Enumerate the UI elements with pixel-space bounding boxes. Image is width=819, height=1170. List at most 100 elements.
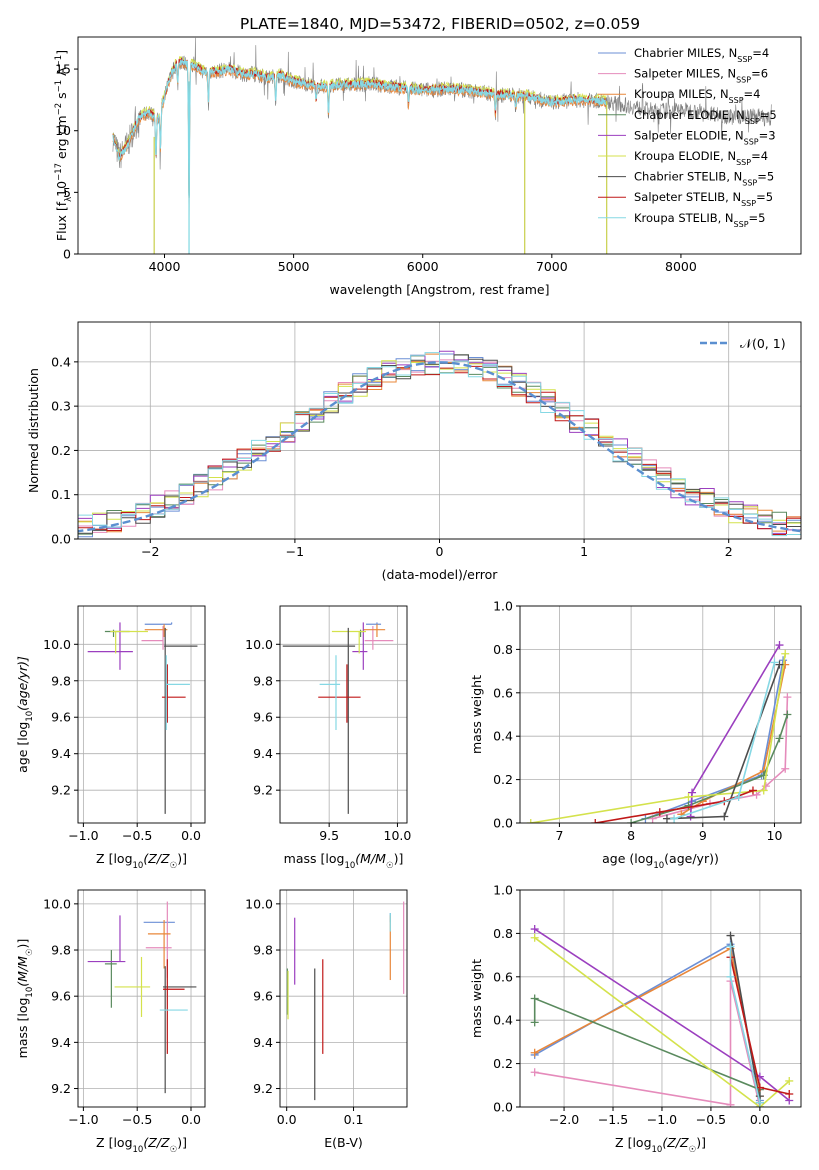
weight-marker-ke	[781, 649, 790, 658]
tick-label-y: 9.2	[51, 783, 71, 798]
tick-label-y: 5	[63, 185, 71, 200]
legend-label-se: Salpeter ELODIE, NSSP=3	[634, 128, 776, 146]
tick-label-x: 8	[627, 828, 635, 843]
legend-label-normal: 𝒩(0, 1)	[740, 336, 786, 351]
tick-label-x: 2	[725, 544, 733, 559]
x-axis-label: Z [log10(Z/Z☉)]	[615, 1135, 706, 1155]
weight-marker-cs	[775, 660, 784, 669]
weight-line-sm	[652, 697, 789, 820]
tick-label-y: 9.4	[51, 1035, 71, 1050]
axes-frame	[77, 36, 802, 255]
weight-marker-ks	[726, 942, 735, 951]
tick-label-y: 9.6	[51, 710, 71, 725]
x-axis-label: mass [log10(M/M☉)]	[284, 851, 404, 871]
tick-label-y: 9.4	[253, 1035, 273, 1050]
x-axis-label: Z [log10(Z/Z☉)]	[96, 1135, 187, 1155]
figure-title: PLATE=1840, MJD=53472, FIBERID=0502, z=0…	[240, 15, 640, 33]
tick-label-x: −1.0	[68, 828, 98, 843]
legend-label-sm: Salpeter MILES, NSSP=6	[634, 67, 768, 85]
tick-label-y: 0.4	[51, 354, 71, 369]
x-axis-label: (data-model)/error	[382, 567, 499, 582]
y-axis-label: mass weight	[469, 959, 484, 1038]
plot-area-age-vs-Z	[87, 622, 198, 814]
tick-label-y: 9.6	[253, 989, 273, 1004]
y-axis-label: age [log10(age/yr)]	[15, 656, 35, 773]
tick-label-y: 0.8	[493, 926, 513, 941]
plot-age-vs-mass: 9.5 10.0 9.2 9.4 9.6 9.8 10.0 mass [log10(M/M☉)…	[245, 605, 412, 871]
tick-label-y: 9.6	[253, 710, 273, 725]
tick-label-x: 0	[436, 544, 444, 559]
weight-marker-sm	[783, 693, 792, 702]
plot-area-spectrum	[112, 37, 772, 254]
tick-label-y: 0.6	[493, 685, 513, 700]
tick-label-x: 0.0	[277, 1112, 297, 1127]
axes-frame	[77, 889, 206, 1108]
plot-weight-vs-Z: −2.0 −1.5 −1.0 −0.5 0.0 0.0 0.2 0.4 0.6 0.8 1.0 Z […	[469, 883, 802, 1155]
plot-age-vs-Z: −1.0 −0.5 0.0 9.2 9.4 9.6 9.8 10.0 Z [log10(Z/Z☉…	[15, 605, 206, 871]
weight-marker-cs	[662, 814, 671, 823]
tick-label-y: 9.6	[51, 989, 71, 1004]
weight-marker-sm	[781, 764, 790, 773]
tick-label-y: 9.4	[51, 746, 71, 761]
weight-marker-sm	[726, 1100, 735, 1107]
plot-area-mass-vs-ebv	[286, 901, 405, 1101]
y-axis-label: mass [log10(M/M☉)]	[15, 939, 35, 1059]
tick-label-x: −0.5	[696, 1112, 726, 1127]
y-axis-label: Normed distribution	[26, 368, 41, 493]
axes-frame	[279, 889, 408, 1108]
tick-label-y: 10.0	[43, 896, 71, 911]
tick-label-y: 10.0	[245, 896, 273, 911]
tick-label-y: 0.0	[493, 1100, 513, 1115]
weight-marker-cs	[720, 812, 729, 821]
weight-line-sm	[534, 980, 761, 1107]
histogram-ks	[78, 352, 801, 538]
spectrum-model-ks	[112, 58, 607, 198]
weight-marker-ks	[670, 814, 679, 823]
tick-label-x: 0.0	[181, 1112, 201, 1127]
weight-marker-ce	[783, 710, 792, 719]
x-axis-label: Z [log10(Z/Z☉)]	[96, 851, 187, 871]
tick-label-y: 0.2	[493, 1056, 513, 1071]
weight-marker-ke	[530, 933, 539, 942]
plot-area-residuals	[78, 350, 801, 538]
legend-label-cm: Chabrier MILES, NSSP=4	[634, 46, 769, 64]
legend-label-cs: Chabrier STELIB, NSSP=5	[634, 170, 774, 188]
weight-marker-cs	[726, 931, 735, 940]
plot-area-age-vs-mass	[282, 622, 394, 814]
tick-label-y: 9.8	[253, 943, 273, 958]
weight-line-cs	[666, 664, 781, 820]
weight-marker-se	[530, 925, 539, 934]
weight-marker-se	[688, 788, 697, 797]
tick-label-y: 15	[55, 62, 71, 77]
tick-label-x: 5000	[278, 259, 310, 274]
weight-marker-km	[530, 1048, 539, 1057]
legend-label-km: Kroupa MILES, NSSP=4	[634, 87, 760, 105]
tick-label-y: 0.2	[493, 772, 513, 787]
tick-label-y: 0.4	[493, 729, 513, 744]
tick-label-x: 7	[555, 828, 563, 843]
plot-mass-vs-Z: −1.0 −0.5 0.0 9.2 9.4 9.6 9.8 10.0 Z [log10(Z/Z☉…	[15, 889, 206, 1155]
tick-label-x: 10.0	[384, 828, 412, 843]
tick-label-y: 10.0	[43, 637, 71, 652]
tick-label-x: −2	[141, 544, 159, 559]
tick-label-x: 0.0	[181, 828, 201, 843]
weight-marker-ce	[530, 994, 539, 1003]
tick-label-x: 0.0	[750, 1112, 770, 1127]
tick-label-y: 1.0	[493, 599, 513, 614]
plot-spectrum: 4000 5000 6000 7000 8000 0 5 10 15 Chabrier MILES…	[54, 36, 802, 297]
weight-line-ke	[534, 937, 790, 1107]
tick-label-y: 9.8	[253, 673, 273, 688]
x-axis-label: age (log10(age/yr))	[602, 851, 719, 871]
tick-label-y: 9.2	[51, 1081, 71, 1096]
weight-marker-ss	[748, 786, 757, 795]
plot-area-weight-vs-Z	[530, 925, 794, 1107]
weight-marker-ks	[726, 972, 735, 981]
weight-marker-ks	[755, 1098, 764, 1107]
tick-label-y: 0.0	[51, 532, 71, 547]
tick-label-y: 1.0	[493, 883, 513, 898]
axes-frame	[519, 889, 802, 1108]
tick-label-x: −1.5	[598, 1112, 628, 1127]
tick-label-x: 9.5	[319, 828, 339, 843]
plot-residuals: −2 −1 0 1 2 0.0 0.1 0.2 0.3 0.4 𝒩(0, 1) (data-model…	[26, 321, 802, 582]
